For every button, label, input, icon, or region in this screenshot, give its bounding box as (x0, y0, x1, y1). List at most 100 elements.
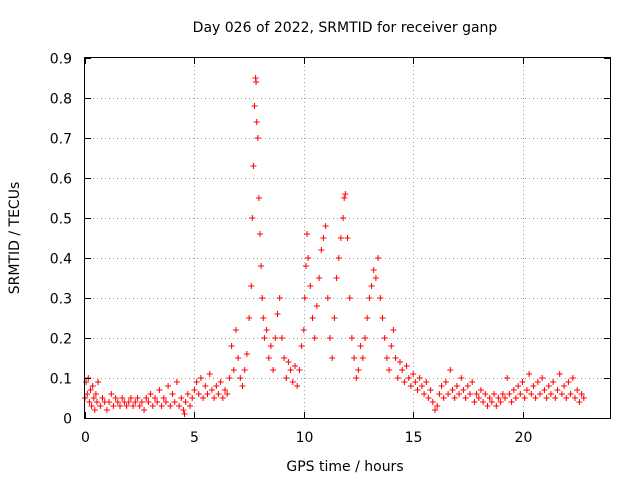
data-point (556, 371, 563, 377)
data-point (276, 295, 283, 301)
data-point (528, 391, 535, 397)
data-point (377, 295, 384, 301)
data-point (311, 335, 318, 341)
axis-ticks: 0 0.1 0.2 0.3 0.4 0.5 0.6 0.7 0.8 0.9 0 5 10 15 20 (50, 52, 610, 446)
data-point (117, 403, 123, 409)
data-point (230, 367, 237, 373)
data-point (567, 391, 574, 397)
x-tick-label: 20 (515, 430, 533, 446)
data-point (364, 315, 371, 321)
data-point (260, 315, 267, 321)
data-point (263, 327, 270, 333)
data-point (340, 215, 347, 221)
data-point (94, 399, 100, 405)
data-point (132, 399, 139, 405)
data-point (504, 375, 511, 381)
data-point (283, 375, 290, 381)
data-point (412, 379, 419, 385)
data-point (464, 383, 471, 389)
data-point (532, 395, 539, 401)
data-point (206, 371, 213, 377)
data-point (189, 395, 196, 401)
data-point (143, 395, 150, 401)
data-point (379, 315, 386, 321)
data-point (423, 379, 430, 385)
data-point (257, 231, 263, 237)
data-point (508, 399, 515, 405)
data-point (534, 379, 541, 385)
data-point (204, 391, 211, 397)
data-point (471, 399, 478, 405)
data-point (119, 395, 126, 401)
data-point (300, 327, 307, 333)
data-point (88, 403, 95, 409)
data-point (253, 79, 260, 85)
y-tick-label: 0.9 (50, 52, 72, 68)
data-point (287, 367, 294, 373)
data-point (239, 383, 246, 389)
data-point (333, 275, 340, 281)
data-point (497, 399, 504, 405)
data-point (541, 387, 548, 393)
data-point (375, 255, 382, 261)
data-point (162, 399, 169, 405)
data-point (341, 195, 348, 201)
data-point (149, 403, 156, 409)
data-point (301, 295, 308, 301)
data-point (539, 375, 546, 381)
data-point (259, 295, 266, 301)
data-point (184, 391, 191, 397)
data-point (342, 191, 349, 197)
data-point (550, 379, 557, 385)
y-tick-label: 0.3 (50, 292, 72, 308)
data-point (92, 391, 99, 397)
data-point (182, 399, 189, 405)
data-point (215, 391, 222, 397)
data-point (141, 407, 148, 413)
data-point (493, 403, 500, 409)
data-point (99, 395, 106, 401)
data-point (145, 399, 152, 405)
data-point (558, 391, 565, 397)
data-point (460, 387, 467, 393)
data-point (253, 119, 260, 125)
data-point (281, 355, 288, 361)
data-point (152, 395, 158, 401)
y-tick-label: 0 (63, 412, 72, 428)
data-point (432, 407, 438, 413)
data-point (418, 383, 425, 389)
data-point (211, 395, 218, 401)
data-point (320, 235, 327, 241)
data-point (235, 355, 242, 361)
data-point (123, 403, 130, 409)
y-tick-label: 0.6 (50, 172, 72, 188)
data-point (401, 379, 408, 385)
data-point (547, 391, 554, 397)
data-point (248, 283, 255, 289)
data-point (486, 395, 493, 401)
data-point (318, 247, 325, 253)
data-point (272, 335, 279, 341)
x-tick-label: 10 (296, 430, 314, 446)
data-point (173, 379, 180, 385)
data-point (346, 295, 353, 301)
data-point (368, 283, 375, 289)
data-point (381, 335, 388, 341)
data-point (495, 395, 502, 401)
data-point (147, 391, 154, 397)
data-point (154, 399, 161, 405)
data-point (289, 379, 296, 385)
data-point (563, 395, 570, 401)
data-point (197, 375, 204, 381)
data-point (552, 395, 559, 401)
data-point (255, 195, 262, 201)
x-tick-label: 0 (81, 430, 90, 446)
data-point (362, 335, 368, 341)
data-point (171, 399, 178, 405)
data-point (202, 383, 209, 389)
data-point (324, 295, 331, 301)
data-point (285, 359, 292, 365)
data-point (383, 355, 390, 361)
data-point (296, 367, 303, 373)
data-point (305, 255, 312, 261)
